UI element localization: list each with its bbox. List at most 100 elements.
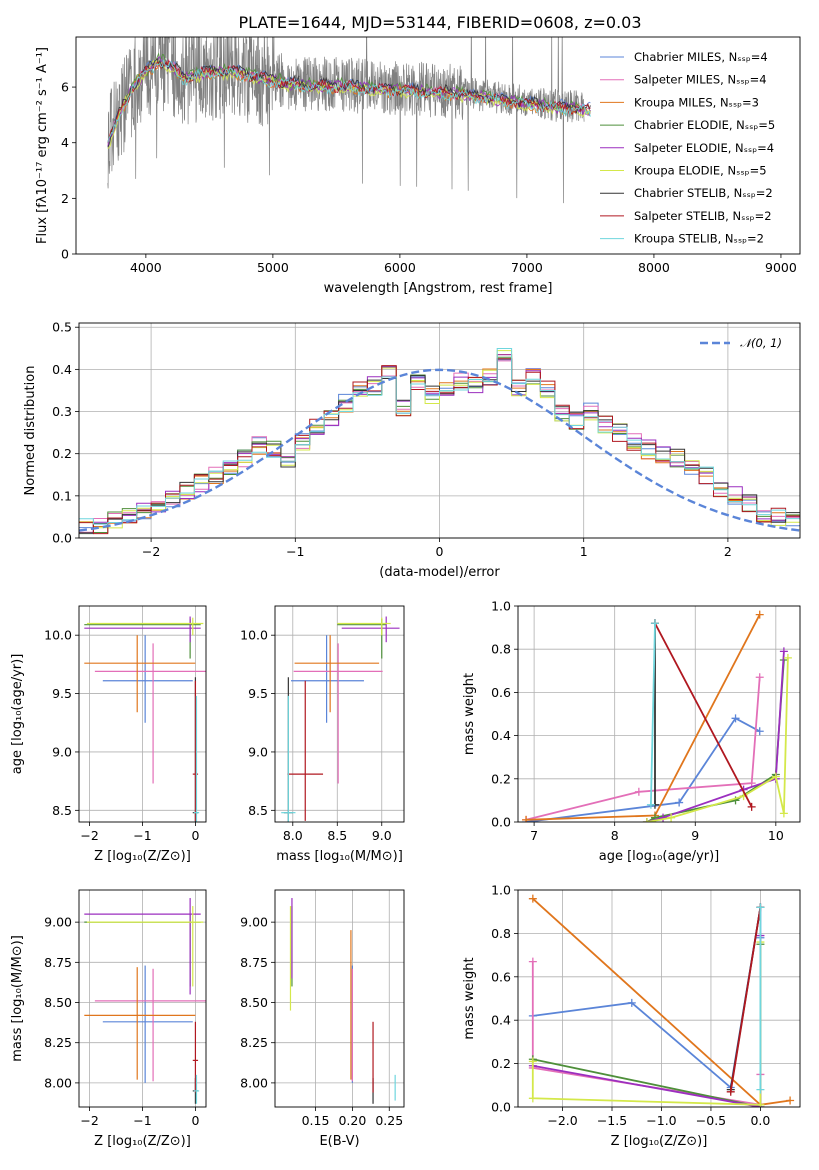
tick-label-x: 8 bbox=[611, 828, 619, 843]
tick-label-y: 9.00 bbox=[44, 915, 72, 930]
axes-frame bbox=[274, 889, 405, 1108]
spectrum-legend: Chabrier MILES, Nₛₛₚ=4 Salpeter MILES, Nₛ… bbox=[600, 50, 775, 246]
plot-area-mass-vs-ebv bbox=[289, 898, 396, 1104]
tick-label-x: −1 bbox=[286, 544, 304, 559]
model-spectrum-kroupa-stelib bbox=[107, 59, 591, 143]
y-axis-label: mass [log₁₀(M/M⊙)] bbox=[10, 935, 25, 1062]
weight-marker bbox=[756, 1085, 765, 1094]
tick-label-y: 0.4 bbox=[491, 728, 511, 743]
errorbar-chabrier-elodie bbox=[337, 618, 387, 659]
plot-area-age-vs-Z bbox=[84, 616, 206, 822]
legend-label: Salpeter ELODIE, Nₛₛₚ=4 bbox=[634, 141, 774, 155]
x-axis-label: age [log₁₀(age/yr)] bbox=[599, 849, 720, 864]
tick-label-y: 8.75 bbox=[44, 955, 72, 970]
legend-label: Chabrier ELODIE, Nₛₛₚ=5 bbox=[634, 118, 775, 132]
weight-series-kroupa-stelib bbox=[646, 619, 659, 809]
errorbar-kroupa-elodie bbox=[86, 906, 204, 987]
axes-frame bbox=[517, 605, 801, 823]
weight-line bbox=[532, 935, 762, 1107]
tick-label-x: 5000 bbox=[257, 260, 289, 275]
figure-title: PLATE=1644, MJD=53144, FIBERID=0608, z=0… bbox=[238, 13, 641, 32]
y-axis-label: Normed distribution bbox=[23, 366, 38, 496]
model-spectrum-kroupa-elodie bbox=[107, 57, 591, 150]
tick-label-y: 1.0 bbox=[491, 599, 511, 614]
tick-label-x: −2 bbox=[80, 1113, 98, 1128]
weight-marker bbox=[731, 714, 740, 723]
axes-spectrum: 4000 5000 6000 7000 8000 9000 0 2 4 6 wavelength [… bbox=[35, 36, 801, 296]
weight-marker bbox=[646, 800, 655, 809]
errorbar-salpeter-miles bbox=[94, 643, 206, 784]
tick-label-x: −0.5 bbox=[696, 1113, 726, 1128]
weight-line bbox=[526, 614, 761, 821]
tick-label-x: 0 bbox=[191, 828, 199, 843]
errorbar-salpeter-miles bbox=[94, 968, 206, 1082]
weight-marker bbox=[755, 610, 764, 619]
plot-area-residuals bbox=[79, 348, 800, 535]
tick-label-y: 1.0 bbox=[491, 883, 511, 898]
tick-label-y: 0.4 bbox=[491, 1013, 511, 1028]
weight-marker bbox=[528, 957, 537, 966]
axes-frame bbox=[274, 605, 405, 823]
errorbar-kroupa-miles bbox=[84, 635, 196, 713]
residual-legend: 𝒩(0, 1) bbox=[700, 336, 782, 350]
errorbar-chabrier-miles bbox=[102, 635, 193, 723]
y-axis-label: age [log₁₀(age/yr)] bbox=[10, 654, 25, 775]
weight-marker bbox=[779, 809, 788, 818]
weight-series-kroupa-elodie bbox=[642, 653, 792, 822]
tick-label-x: 2 bbox=[724, 544, 732, 559]
tick-label-x: 7000 bbox=[511, 260, 543, 275]
axes-weight-vs-age: 7 8 9 10 0.0 0.2 0.4 0.6 0.8 1.0 age [log₁₀(age/yr… bbox=[462, 599, 801, 864]
weight-marker bbox=[627, 998, 636, 1007]
tick-label-y: 0.5 bbox=[52, 320, 72, 335]
errorbar-kroupa-elodie bbox=[337, 617, 391, 636]
weight-line bbox=[729, 907, 762, 1092]
tick-label-x: −2 bbox=[142, 544, 160, 559]
x-axis-label: Z [log₁₀(Z/Z⊙)] bbox=[94, 1134, 191, 1149]
legend-label: Chabrier MILES, Nₛₛₚ=4 bbox=[634, 50, 768, 64]
axes-residuals: −2 −1 0 1 2 0.0 0.1 0.2 0.3 0.4 0.5 (data-model)/er… bbox=[23, 320, 801, 580]
weight-marker bbox=[755, 727, 764, 736]
axes-age-vs-mass: 8.0 8.5 9.0 8.5 9.0 9.5 10.0 mass [log₁₀(M/M⊙)] bbox=[240, 605, 405, 864]
tick-label-y: 0.6 bbox=[491, 685, 511, 700]
tick-label-y: 6 bbox=[61, 80, 69, 95]
tick-label-x: 0 bbox=[191, 1113, 199, 1128]
plot-area-spectrum bbox=[107, 37, 591, 204]
tick-label-y: 0.0 bbox=[491, 815, 511, 830]
weight-marker bbox=[783, 653, 792, 662]
axes-frame bbox=[78, 322, 801, 539]
tick-label-x: 0.20 bbox=[338, 1113, 366, 1128]
y-axis-label: mass weight bbox=[462, 673, 477, 755]
weight-marker bbox=[528, 1094, 537, 1103]
tick-label-x: 0.0 bbox=[750, 1113, 770, 1128]
tick-label-y: 8.00 bbox=[240, 1075, 268, 1090]
weight-marker bbox=[747, 802, 756, 811]
errorbar-kroupa-elodie bbox=[86, 617, 204, 636]
tick-label-x: 7 bbox=[530, 828, 538, 843]
weight-series-chabrier-miles bbox=[522, 714, 764, 822]
tick-label-y: 0.2 bbox=[491, 771, 511, 786]
x-axis-label: Z [log₁₀(Z/Z⊙)] bbox=[94, 849, 191, 864]
tick-label-x: −2.0 bbox=[547, 1113, 577, 1128]
tick-label-x: 0 bbox=[436, 544, 444, 559]
weight-marker bbox=[756, 903, 765, 912]
tick-label-x: 4000 bbox=[130, 260, 162, 275]
histogram-kroupa-stelib bbox=[79, 348, 800, 525]
plot-area-mass-vs-Z bbox=[84, 898, 206, 1104]
weight-marker bbox=[675, 798, 684, 807]
tick-label-y: 8.00 bbox=[44, 1075, 72, 1090]
tick-label-y: 8.50 bbox=[44, 995, 72, 1010]
errorbar-kroupa-miles bbox=[294, 635, 380, 713]
errorbar-kroupa-stelib bbox=[281, 695, 296, 822]
tick-label-y: 9.00 bbox=[240, 915, 268, 930]
y-axis-label: Flux [fλ10⁻¹⁷ erg cm⁻² s⁻¹ A⁻¹] bbox=[35, 47, 50, 244]
plot-area-weight-vs-Z bbox=[528, 894, 795, 1107]
tick-label-y: 2 bbox=[61, 191, 69, 206]
tick-label-x: 8.5 bbox=[327, 828, 347, 843]
tick-label-y: 0.6 bbox=[491, 969, 511, 984]
tick-label-x: −2 bbox=[80, 828, 98, 843]
tick-label-y: 8.75 bbox=[240, 955, 268, 970]
errorbar-salpeter-elodie bbox=[84, 898, 201, 995]
weight-marker bbox=[634, 787, 643, 796]
errorbar-chabrier-miles bbox=[291, 635, 364, 723]
